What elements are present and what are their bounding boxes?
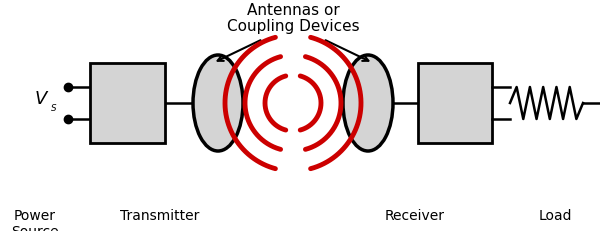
Text: $_S$: $_S$ — [50, 100, 58, 113]
Text: $V$: $V$ — [34, 90, 50, 108]
Text: Transmitter: Transmitter — [121, 209, 200, 223]
Text: Antennas or: Antennas or — [247, 3, 340, 18]
Text: Receiver: Receiver — [385, 209, 445, 223]
Ellipse shape — [343, 55, 393, 151]
Ellipse shape — [193, 55, 243, 151]
Text: Power
Source: Power Source — [11, 209, 59, 231]
Text: Coupling Devices: Coupling Devices — [227, 19, 359, 34]
Text: Load: Load — [538, 209, 572, 223]
Bar — [90, 63, 165, 143]
Bar — [418, 63, 492, 143]
